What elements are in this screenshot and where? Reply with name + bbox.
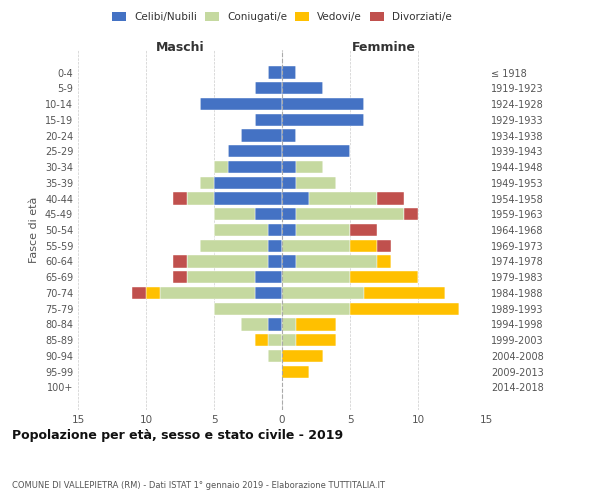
Bar — [133, 287, 146, 299]
Bar — [282, 82, 323, 94]
Bar — [255, 287, 282, 299]
Bar — [255, 114, 282, 126]
Bar — [309, 192, 377, 204]
Bar — [146, 287, 160, 299]
Bar — [255, 208, 282, 220]
Bar — [227, 161, 282, 173]
Bar — [350, 224, 377, 236]
Bar — [282, 98, 364, 110]
Bar — [282, 66, 296, 78]
Bar — [241, 318, 268, 330]
Bar — [255, 82, 282, 94]
Bar — [282, 176, 296, 189]
Bar — [282, 208, 296, 220]
Bar — [214, 192, 282, 204]
Bar — [296, 318, 337, 330]
Bar — [404, 208, 418, 220]
Bar — [200, 98, 282, 110]
Bar — [282, 130, 296, 141]
Text: COMUNE DI VALLEPIETRA (RM) - Dati ISTAT 1° gennaio 2019 - Elaborazione TUTTITALI: COMUNE DI VALLEPIETRA (RM) - Dati ISTAT … — [12, 481, 385, 490]
Bar — [255, 334, 268, 346]
Bar — [173, 271, 187, 283]
Bar — [268, 224, 282, 236]
Bar — [255, 271, 282, 283]
Bar — [268, 350, 282, 362]
Bar — [296, 256, 377, 268]
Bar — [187, 192, 214, 204]
Bar — [282, 114, 364, 126]
Text: Femmine: Femmine — [352, 40, 416, 54]
Bar — [268, 318, 282, 330]
Bar — [187, 256, 268, 268]
Bar — [200, 176, 214, 189]
Bar — [282, 145, 350, 158]
Bar — [214, 176, 282, 189]
Bar — [214, 302, 282, 315]
Bar — [160, 287, 255, 299]
Bar — [173, 256, 187, 268]
Bar — [282, 256, 296, 268]
Bar — [364, 287, 445, 299]
Bar — [282, 224, 296, 236]
Bar — [200, 240, 268, 252]
Legend: Celibi/Nubili, Coniugati/e, Vedovi/e, Divorziati/e: Celibi/Nubili, Coniugati/e, Vedovi/e, Di… — [108, 8, 456, 26]
Bar — [214, 208, 255, 220]
Bar — [268, 240, 282, 252]
Bar — [296, 176, 337, 189]
Bar — [268, 334, 282, 346]
Bar — [214, 161, 227, 173]
Bar — [282, 240, 350, 252]
Bar — [296, 224, 350, 236]
Bar — [282, 287, 364, 299]
Bar — [377, 192, 404, 204]
Bar — [241, 130, 282, 141]
Bar — [377, 240, 391, 252]
Bar — [268, 256, 282, 268]
Bar — [282, 161, 296, 173]
Bar — [377, 256, 391, 268]
Bar — [282, 271, 350, 283]
Bar — [282, 350, 323, 362]
Bar — [282, 302, 350, 315]
Bar — [296, 161, 323, 173]
Bar — [350, 240, 377, 252]
Text: Popolazione per età, sesso e stato civile - 2019: Popolazione per età, sesso e stato civil… — [12, 430, 343, 442]
Bar — [187, 271, 255, 283]
Bar — [282, 366, 309, 378]
Bar — [173, 192, 187, 204]
Bar — [282, 192, 309, 204]
Bar — [350, 302, 459, 315]
Text: Maschi: Maschi — [155, 40, 205, 54]
Y-axis label: Fasce di età: Fasce di età — [29, 197, 39, 263]
Bar — [282, 318, 296, 330]
Bar — [227, 145, 282, 158]
Bar — [350, 271, 418, 283]
Bar — [296, 334, 337, 346]
Bar — [296, 208, 404, 220]
Bar — [282, 334, 296, 346]
Bar — [214, 224, 268, 236]
Bar — [268, 66, 282, 78]
